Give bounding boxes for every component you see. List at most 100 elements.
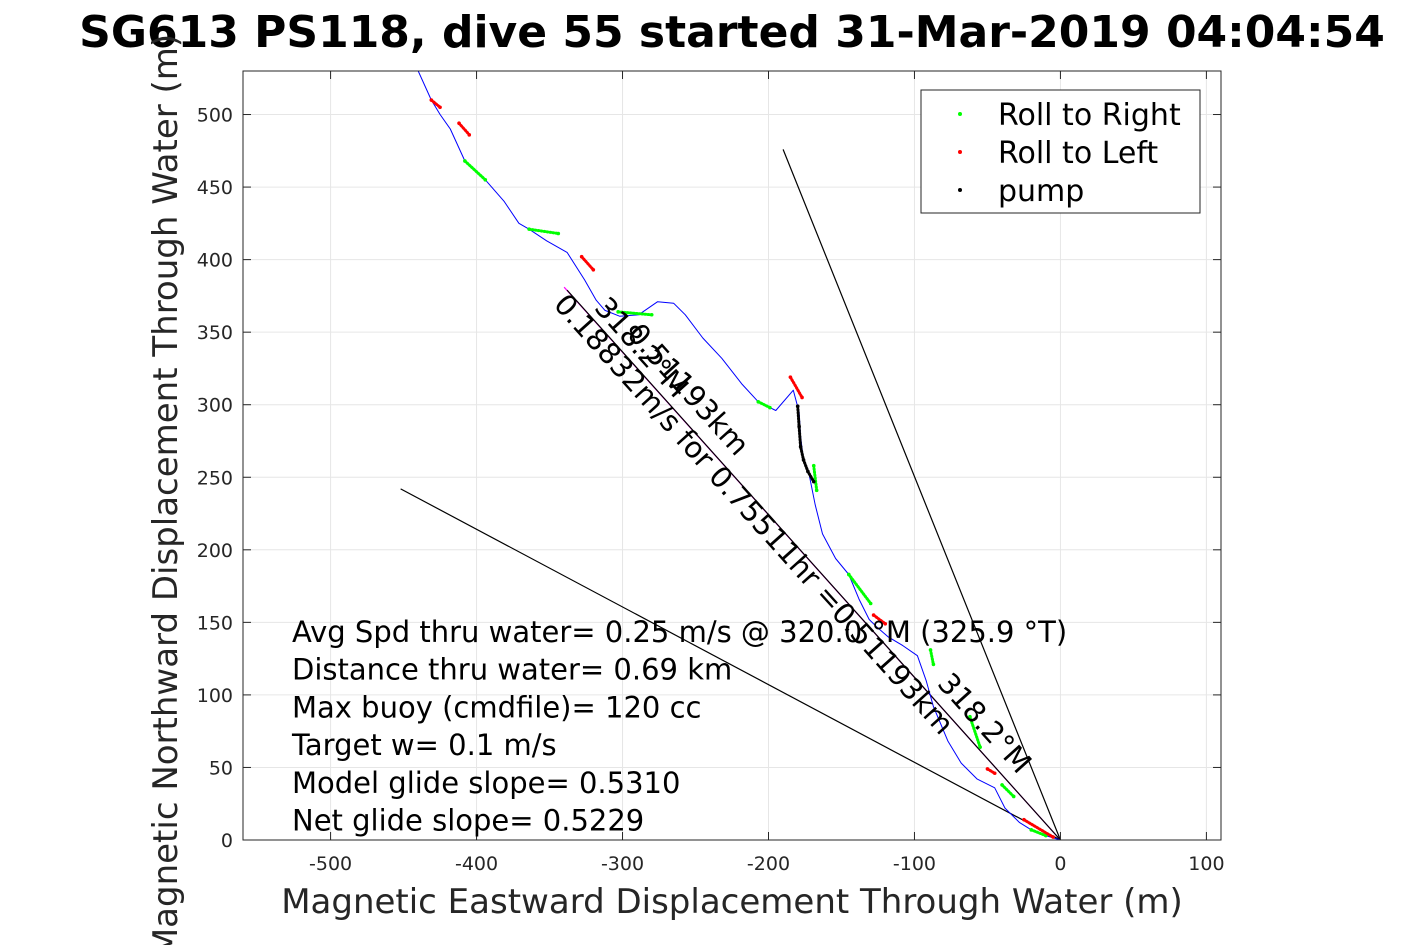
x-tick-label: -100 — [893, 853, 936, 875]
marker-point-pump — [798, 444, 803, 449]
ticks: -500 -400 -300 -200 -100 0 100 0 50 100 150 200 250 3… — [197, 71, 1225, 875]
marker-point-roll-to-right — [527, 227, 531, 231]
stats-annotation: Distance thru water= 0.69 km — [292, 653, 732, 687]
annotations: Avg Spd thru water= 0.25 m/s @ 320.0 °M … — [291, 615, 1067, 838]
y-tick-label: 400 — [197, 250, 233, 272]
y-tick-label: 150 — [197, 612, 233, 634]
marker-segment-roll-to-right — [968, 715, 982, 749]
marker-point-roll-to-right — [483, 178, 488, 182]
x-tick-label: 0 — [1054, 853, 1066, 875]
legend-label: Roll to Left — [998, 136, 1158, 171]
x-axis-label: Magnetic Eastward Displacement Through W… — [281, 882, 1183, 922]
marker-point-roll-to-right — [616, 310, 620, 314]
marker-segment-roll-to-right — [463, 159, 487, 182]
marker-segment-roll-to-left — [580, 255, 595, 272]
axes-box — [242, 70, 1222, 841]
legend-marker — [958, 112, 962, 116]
marker-point-roll-to-right — [868, 601, 873, 606]
marker-point-roll-to-right — [768, 405, 772, 410]
marker-point-roll-to-left — [800, 395, 804, 400]
chart-title: SG613 PS118, dive 55 started 31-Mar-2019… — [79, 7, 1385, 58]
stats-annotation: Model glide slope= 0.5310 — [292, 766, 680, 800]
stats-annotation: Target w= 0.1 m/s — [291, 728, 557, 762]
marker-point-roll-to-right — [968, 714, 972, 719]
y-tick-label: 450 — [197, 177, 233, 199]
marker-point-roll-to-left — [1051, 835, 1055, 839]
reference-lines — [400, 149, 1061, 841]
marker-point-roll-to-right — [463, 159, 467, 163]
marker-segment-roll-to-left — [1022, 818, 1055, 839]
y-axis-label: Magnetic Northward Displacement Through … — [146, 34, 186, 945]
marker-point-pump — [806, 469, 810, 474]
legend-box — [920, 89, 1201, 214]
marker-segment-pump — [796, 404, 816, 484]
marker-point-roll-to-right — [846, 572, 851, 577]
y-tick-label: 300 — [197, 395, 233, 417]
x-tick-label: -300 — [601, 853, 644, 875]
marker-segment-roll-to-left — [429, 98, 442, 109]
marker-point-roll-to-right — [1011, 794, 1016, 799]
y-tick-label: 250 — [197, 467, 233, 489]
marker-segment-roll-to-left — [788, 375, 804, 399]
marker-point-pump — [795, 404, 800, 408]
marker-point-roll-to-left — [429, 98, 434, 102]
marker-segment-roll-to-right — [929, 648, 935, 666]
marker-point-roll-to-right — [928, 648, 933, 652]
marker-point-roll-to-left — [467, 133, 472, 137]
legend-label: Roll to Right — [998, 98, 1181, 133]
marker-point-roll-to-left — [985, 767, 990, 771]
y-tick-label: 50 — [209, 757, 233, 779]
marker-segment-roll-to-left — [457, 121, 471, 137]
x-tick-label: 100 — [1188, 853, 1224, 875]
marker-segment-roll-to-right — [756, 400, 772, 410]
marker-point-pump — [811, 479, 816, 484]
marker-point-roll-to-left — [883, 622, 888, 626]
marker-point-roll-to-right — [649, 312, 654, 317]
marker-point-roll-to-left — [1022, 817, 1026, 822]
reference-line — [566, 289, 1061, 841]
marker-point-roll-to-right — [811, 463, 816, 468]
y-tick-label: 0 — [221, 830, 233, 852]
marker-point-roll-to-right — [814, 488, 819, 493]
marker-segment-roll-to-left — [872, 613, 887, 626]
legend-marker — [958, 188, 962, 192]
y-tick-label: 350 — [197, 322, 233, 344]
marker-point-roll-to-right — [556, 231, 561, 236]
legend-marker — [958, 150, 962, 154]
marker-point-roll-to-left — [457, 121, 461, 126]
stats-annotation: Avg Spd thru water= 0.25 m/s @ 320.0 °M … — [292, 615, 1067, 649]
marker-point-roll-to-left — [438, 105, 442, 110]
stats-annotation: Max buoy (cmdfile)= 120 cc — [292, 690, 701, 724]
marker-point-pump — [797, 424, 801, 429]
marker-point-roll-to-right — [978, 745, 982, 749]
marker-point-roll-to-right — [1029, 828, 1034, 832]
marker-point-pump — [801, 458, 806, 462]
marker-point-roll-to-left — [871, 613, 876, 617]
y-tick-label: 500 — [197, 105, 233, 127]
series-layer — [417, 71, 1061, 840]
marker-segment-roll-to-right — [812, 464, 819, 492]
marker-segment-roll-to-right — [847, 573, 873, 605]
x-tick-label: -400 — [455, 853, 498, 875]
y-tick-label: 100 — [197, 685, 233, 707]
marker-point-roll-to-right — [756, 400, 761, 404]
legend-label: pump — [998, 174, 1084, 209]
marker-segment-roll-to-right — [616, 310, 654, 317]
x-tick-label: -500 — [309, 853, 352, 875]
marker-point-roll-to-left — [591, 267, 596, 272]
marker-point-roll-to-left — [788, 375, 793, 379]
marker-point-roll-to-left — [579, 254, 584, 259]
marker-point-roll-to-right — [1000, 783, 1004, 787]
marker-segment-roll-to-right — [1000, 783, 1016, 798]
marker-point-roll-to-left — [992, 771, 997, 776]
stats-annotation: Net glide slope= 0.5229 — [292, 804, 644, 838]
x-tick-label: -200 — [747, 853, 790, 875]
reference-line — [400, 488, 1061, 841]
marker-segment-roll-to-right — [527, 227, 560, 235]
reference-line — [782, 149, 1061, 841]
y-tick-label: 200 — [197, 540, 233, 562]
series-group — [417, 71, 1061, 840]
marker-point-roll-to-right — [931, 662, 936, 667]
